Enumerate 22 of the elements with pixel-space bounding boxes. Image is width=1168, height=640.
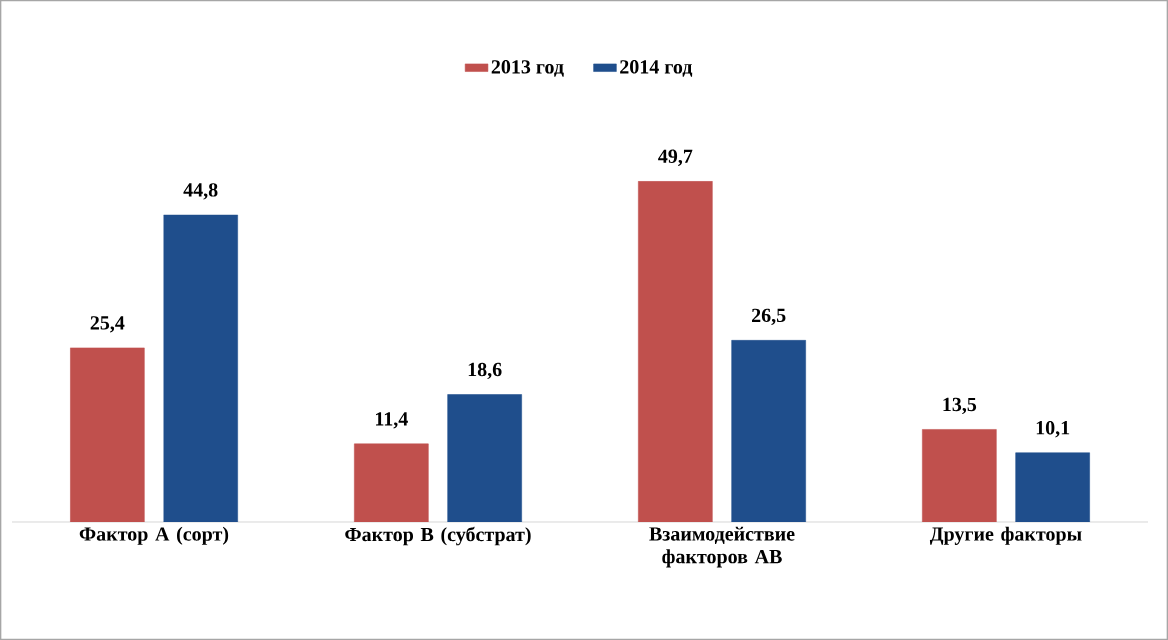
bar xyxy=(922,429,997,522)
bar xyxy=(447,394,522,522)
x-tick-label: Взаимодействие факторов АВ xyxy=(649,526,795,568)
data-label: 49,7 xyxy=(658,149,693,166)
data-label: 10,1 xyxy=(1036,420,1070,438)
bar xyxy=(1015,452,1090,522)
legend-label: 2013 год xyxy=(491,60,564,77)
x-tick-label: Фактор А (сорт) xyxy=(79,526,229,545)
bar xyxy=(731,340,806,522)
data-label: 11,4 xyxy=(376,412,408,429)
data-label: 18,6 xyxy=(468,362,502,380)
x-tick-label: Другие факторы xyxy=(929,526,1082,545)
bar xyxy=(70,347,145,522)
bar xyxy=(163,214,238,522)
data-label: 13,5 xyxy=(943,397,977,415)
data-label: 44,8 xyxy=(183,183,218,200)
bar xyxy=(354,443,429,522)
data-label: 25,4 xyxy=(90,316,125,333)
x-tick-label: Фактор В (субстрат) xyxy=(345,526,531,546)
legend-label: 2014 год xyxy=(620,60,693,77)
data-label: 26,5 xyxy=(752,308,786,325)
bar xyxy=(638,181,713,522)
